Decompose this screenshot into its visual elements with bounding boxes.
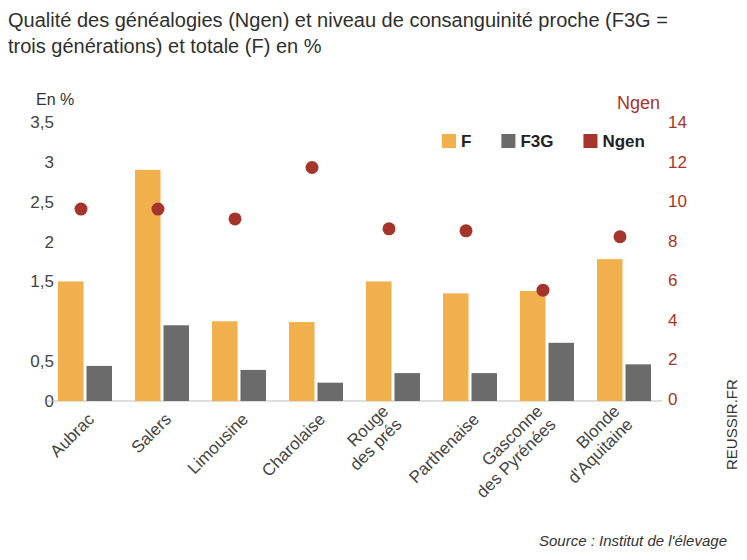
y2-tick-label: 2 xyxy=(668,350,677,369)
x-tick-label: Aubrac xyxy=(47,409,99,461)
x-tick-label: Limousine xyxy=(184,410,252,478)
y2-tick-label: 4 xyxy=(668,311,677,330)
point xyxy=(229,212,242,225)
point xyxy=(383,222,396,235)
credit: REUSSIR.FR xyxy=(723,379,740,470)
title: Qualité des généalogies (Ngen) et niveau… xyxy=(8,9,668,57)
bar xyxy=(212,321,238,401)
y2-tick-label: 10 xyxy=(668,192,687,211)
x-tick-label: Parthenaise xyxy=(405,410,483,488)
y2-tick-label: 12 xyxy=(668,153,687,172)
y2-tick-label: 8 xyxy=(668,232,677,251)
legend-label: Ngen xyxy=(602,132,645,151)
y-tick-label: 3,5 xyxy=(30,113,54,132)
x-tick-label: Rougedes prés xyxy=(333,402,406,475)
marks xyxy=(58,161,651,401)
point xyxy=(537,284,550,297)
bar xyxy=(318,383,344,401)
x-tick-label: Charolaise xyxy=(258,410,329,481)
source-note: Source : Institut de l'élevage xyxy=(539,532,727,549)
y2-tick-label: 0 xyxy=(668,390,677,409)
point xyxy=(306,161,319,174)
y-tick-label: 2 xyxy=(45,233,54,252)
y-tick-label: 2,5 xyxy=(30,193,54,212)
bar xyxy=(58,281,84,401)
legend-label: F xyxy=(461,132,471,151)
legend-swatch xyxy=(442,134,456,148)
y-tick-label: 3 xyxy=(45,153,54,172)
bar xyxy=(549,343,575,401)
bar xyxy=(472,373,498,401)
bar xyxy=(289,322,315,401)
x-tick-label: Blonded'Aquitaine xyxy=(551,402,637,488)
point xyxy=(152,203,165,216)
bar xyxy=(241,370,267,401)
bar xyxy=(87,366,113,401)
chart: Qualité des généalogies (Ngen) et niveau… xyxy=(0,0,747,560)
y-axis-label: En % xyxy=(36,91,74,108)
y-tick-label: 0,5 xyxy=(30,352,54,371)
y-tick-label: 1,5 xyxy=(30,272,54,291)
x-tick-label: Salers xyxy=(128,410,176,458)
legend-swatch xyxy=(583,134,597,148)
point xyxy=(75,203,88,216)
bar xyxy=(443,293,469,401)
bar xyxy=(597,259,623,401)
bar xyxy=(520,291,546,401)
point xyxy=(614,230,627,243)
legend-label: F3G xyxy=(520,132,553,151)
bar xyxy=(626,364,652,401)
legend: F F3G Ngen xyxy=(442,132,645,151)
bar xyxy=(164,325,190,401)
point xyxy=(460,224,473,237)
y2-tick-label: 6 xyxy=(668,271,677,290)
x-tick-label: Gasconnedes Pyrénées xyxy=(459,402,559,502)
y2-tick-label: 14 xyxy=(668,113,687,132)
y2-axis-label: Ngen xyxy=(617,93,660,113)
bar xyxy=(395,373,421,401)
legend-swatch xyxy=(501,134,515,148)
bar xyxy=(366,281,392,401)
